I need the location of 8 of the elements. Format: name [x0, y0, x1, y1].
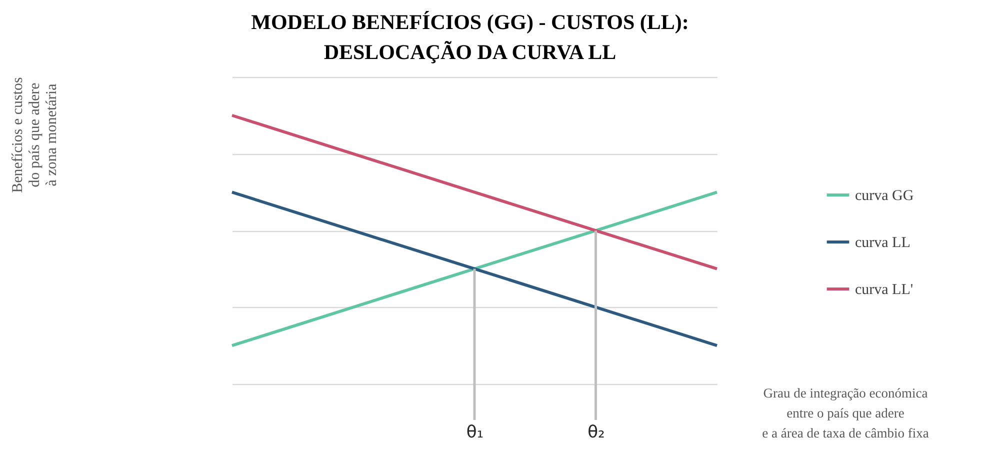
- x-tick-label: θ₁: [466, 422, 484, 442]
- x-axis-title: Grau de integração económica entre o país que adere e a área de taxa de câmbio fixa: [762, 386, 929, 440]
- legend-label: curva LL': [855, 282, 914, 298]
- legend-label: curva LL: [855, 235, 910, 251]
- chart-title: MODELO BENEFÍCIOS (GG) - CUSTOS (LL): DESLOCAÇÃO DA CURVA LL: [251, 10, 689, 64]
- text: Benefícios e custos do país que adere à zona monetária: [10, 76, 60, 193]
- x-tick-label: θ₂: [588, 422, 605, 442]
- legend-label: curva GG: [855, 188, 914, 204]
